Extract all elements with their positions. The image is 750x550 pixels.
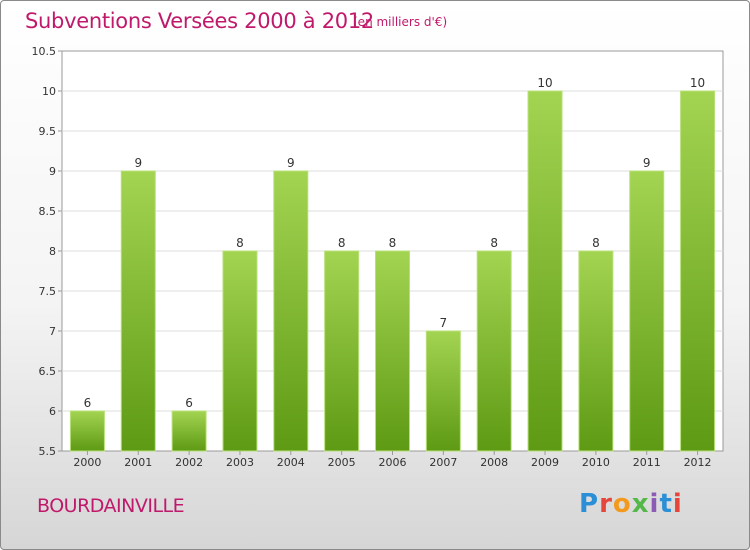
data-label-2006: 8 (389, 236, 397, 250)
proxiti-logo: Proxiti (579, 489, 683, 519)
x-tick-label-2011: 2011 (633, 456, 661, 469)
y-tick-label: 10 (42, 85, 56, 98)
logo-letter: i (649, 489, 660, 519)
bars: 6 9 6 8 9 8 8 7 8 10 8 9 10 (69, 76, 716, 452)
logo-letter: x (631, 489, 650, 519)
y-tick-label: 8.5 (39, 205, 57, 218)
x-tick-label-2000: 2000 (73, 456, 101, 469)
bar-2000 (69, 410, 105, 452)
data-label-2005: 8 (338, 236, 346, 250)
x-axis: 2000 2001 2002 2003 2004 2005 2006 2007 2008 2009… (73, 451, 712, 469)
y-tick-label: 7 (49, 325, 56, 338)
data-label-2000: 6 (84, 396, 92, 410)
data-label-2011: 9 (643, 156, 651, 170)
data-label-2008: 8 (490, 236, 498, 250)
x-tick-label-2012: 2012 (684, 456, 712, 469)
data-label-2010: 8 (592, 236, 600, 250)
chart-subtitle: (en milliers d'€) (353, 15, 448, 29)
data-label-2009: 10 (537, 76, 552, 90)
bar-2008 (476, 250, 512, 452)
x-tick-label-2009: 2009 (531, 456, 559, 469)
logo-letter: i (672, 489, 683, 519)
bar-2006 (375, 250, 410, 452)
data-label-2003: 8 (236, 236, 244, 250)
chart-title: Subventions Versées 2000 à 2012 (25, 9, 374, 33)
y-tick-label: 8 (49, 245, 56, 258)
y-tick-label: 6.5 (39, 365, 57, 378)
data-label-2004: 9 (287, 156, 295, 170)
y-tick-label: 7.5 (39, 285, 57, 298)
logo-letter: P (579, 489, 600, 519)
data-label-2007: 7 (440, 316, 448, 330)
data-label-2012: 10 (690, 76, 705, 90)
bar-2011 (629, 170, 665, 452)
x-tick-label-2001: 2001 (124, 456, 152, 469)
data-label-2001: 9 (134, 156, 142, 170)
bar-2001 (120, 170, 156, 452)
x-tick-label-2002: 2002 (175, 456, 203, 469)
bar-2004 (273, 170, 309, 452)
y-axis: 5.5 6 6.5 7 7.5 8 8.5 9 9.5 10 10.5 (32, 45, 62, 458)
y-tick-label: 5.5 (39, 445, 57, 458)
logo-letter: r (599, 489, 613, 519)
y-tick-label: 9.5 (39, 125, 57, 138)
y-tick-label: 9 (49, 165, 56, 178)
x-tick-label-2008: 2008 (480, 456, 508, 469)
x-tick-label-2007: 2007 (429, 456, 457, 469)
bar-2005 (324, 250, 360, 452)
x-tick-label-2010: 2010 (582, 456, 610, 469)
bar-2012 (680, 90, 716, 452)
commune-name: BOURDAINVILLE (37, 495, 185, 517)
bar-2002 (171, 410, 207, 452)
x-tick-label-2003: 2003 (226, 456, 254, 469)
x-tick-label-2006: 2006 (379, 456, 407, 469)
y-tick-label: 6 (49, 405, 56, 418)
x-tick-label-2005: 2005 (328, 456, 356, 469)
logo-letter: t (659, 489, 673, 519)
data-label-2002: 6 (185, 396, 193, 410)
logo-letter: o (612, 489, 632, 519)
y-tick-label: 10.5 (32, 45, 57, 58)
bar-2003 (222, 250, 258, 452)
bar-2009 (527, 90, 563, 452)
x-tick-label-2004: 2004 (277, 456, 305, 469)
bar-2010 (578, 250, 614, 452)
bar-2007 (425, 330, 461, 452)
